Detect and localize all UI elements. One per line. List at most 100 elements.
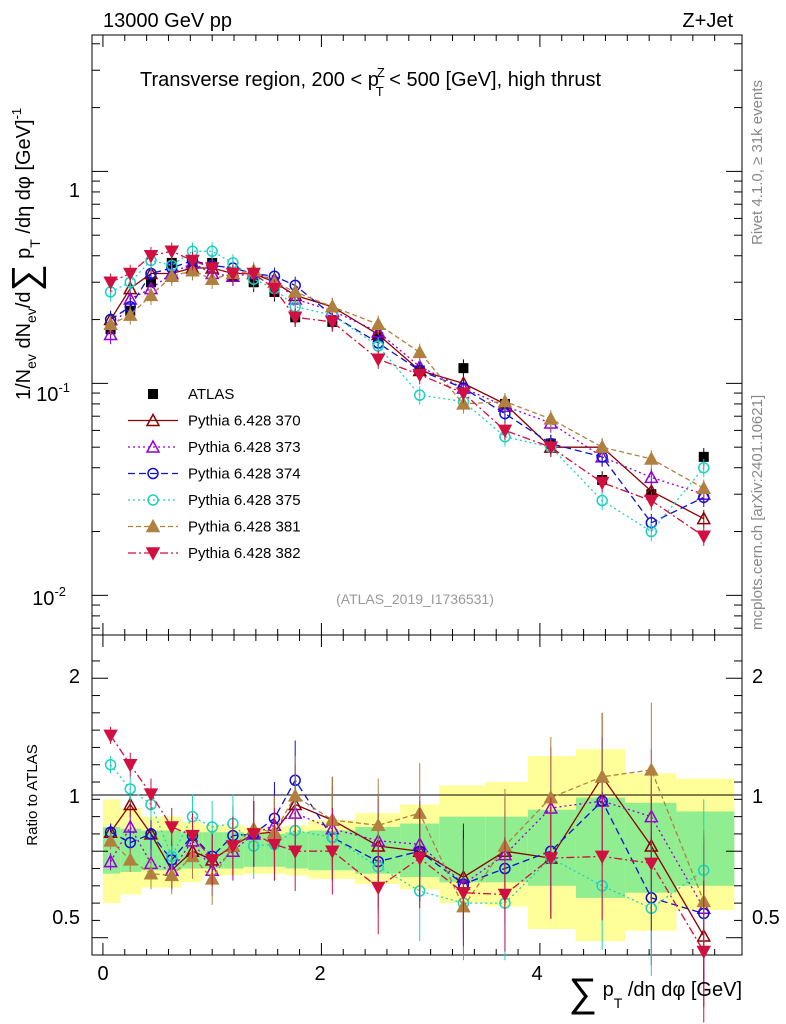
main-y-axis-title: 1/Nev dNev/d∑ pT /dη dφ [GeV]-1 xyxy=(5,108,47,400)
band-inner-bin xyxy=(575,797,626,898)
ratio-point-p382 xyxy=(287,845,303,859)
ratio-point-p381 xyxy=(644,762,659,776)
data-point-p382 xyxy=(103,276,118,290)
main-y-tick-label-0p1: 10-1 xyxy=(36,380,70,406)
legend-marker-p370 xyxy=(145,412,161,427)
legend-marker-data xyxy=(148,389,158,399)
ratio-point-p382 xyxy=(225,840,241,854)
ratio-point-p382 xyxy=(143,788,159,802)
data-point-p382 xyxy=(267,282,282,297)
data-point-p381 xyxy=(204,271,220,285)
data-point-p382 xyxy=(287,311,303,325)
legend-label-p373: Pythia 6.428 373 xyxy=(188,439,301,456)
x-axis-title: ∑ pT /dη dφ [GeV] xyxy=(569,971,742,1015)
data-point-p382 xyxy=(497,424,513,438)
data-point-p382 xyxy=(164,245,180,259)
band-inner-bin xyxy=(141,830,162,871)
data-point-data xyxy=(698,451,709,462)
ratio-y-tick-label-right-1: 1 xyxy=(752,786,763,808)
data-point-p382 xyxy=(246,267,261,282)
legend-label-p382: Pythia 6.428 382 xyxy=(188,545,301,562)
legend-label-p374: Pythia 6.428 374 xyxy=(188,466,301,483)
ratio-point-p374 xyxy=(145,828,157,840)
data-point-p382 xyxy=(456,387,471,401)
legend-marker-p374 xyxy=(147,467,159,480)
data-point-p382 xyxy=(644,494,659,509)
data-point-p381 xyxy=(543,411,559,425)
ratio-point-p382 xyxy=(696,945,712,960)
ratio-point-p382 xyxy=(412,852,427,866)
ratio-y-tick-label-right-2: 2 xyxy=(752,666,763,688)
legend-label-p375: Pythia 6.428 375 xyxy=(188,492,301,509)
data-point-p373 xyxy=(103,326,118,341)
x-tick-label-4: 4 xyxy=(531,963,542,985)
x-tick-label-2: 2 xyxy=(314,963,325,985)
ratio-point-p382 xyxy=(185,829,200,844)
ratio-point-p373 xyxy=(103,854,118,868)
analysis-id-label: (ATLAS_2019_I1736531) xyxy=(336,591,494,607)
legend-marker-p373 xyxy=(145,439,161,453)
data-point-p381 xyxy=(185,263,200,277)
data-point-p382 xyxy=(412,368,427,383)
data-point-p381 xyxy=(644,451,659,465)
ratio-y-tick-label-right-0p5: 0.5 xyxy=(752,907,780,929)
band-inner-bin xyxy=(676,811,735,886)
data-point-p382 xyxy=(122,267,138,282)
data-point-p382 xyxy=(204,262,220,276)
main-plot-series xyxy=(103,242,712,546)
ratio-point-p382 xyxy=(204,854,220,868)
header-collision-label: 13000 GeV pp xyxy=(103,10,232,32)
legend-marker-p382 xyxy=(145,547,161,561)
legend-marker-p381 xyxy=(145,518,161,533)
x-tick-label-0: 0 xyxy=(97,963,108,985)
data-point-p381 xyxy=(122,307,138,321)
ratio-point-p382 xyxy=(325,845,340,859)
ratio-point-p381 xyxy=(594,769,610,783)
data-point-p373 xyxy=(644,469,659,484)
data-point-p375 xyxy=(698,461,710,474)
data-point-p382 xyxy=(325,316,340,330)
mcplots-label: mcplots.cern.ch [arXiv:2401.10621] xyxy=(749,395,766,630)
ratio-point-p370 xyxy=(122,796,138,811)
band-inner-bin xyxy=(625,802,677,893)
ratio-point-p381 xyxy=(164,867,180,882)
data-point-p375 xyxy=(645,525,658,538)
ratio-point-p382 xyxy=(644,857,659,871)
series-line-p373 xyxy=(110,262,704,495)
data-point-p381 xyxy=(325,299,340,313)
rivet-version-label: Rivet 4.1.0, ≥ 31k events xyxy=(749,80,766,245)
data-point-p381 xyxy=(696,480,712,495)
data-point-p381 xyxy=(370,316,386,331)
data-point-p381 xyxy=(103,316,118,331)
data-point-p382 xyxy=(185,254,200,269)
ratio-point-p381 xyxy=(287,788,303,802)
ratio-y-axis-title: Ratio to ATLAS xyxy=(24,744,41,845)
data-point-p370 xyxy=(696,511,712,525)
data-point-p382 xyxy=(143,249,159,264)
data-point-p381 xyxy=(287,284,303,298)
ratio-point-p382 xyxy=(267,838,282,852)
ratio-point-p382 xyxy=(103,729,118,743)
legend: ATLAS Pythia 6.428 370 Pythia 6.428 373 Pyt… xyxy=(128,386,301,562)
header-process-label: Z+Jet xyxy=(682,10,733,32)
ratio-point-p381 xyxy=(122,852,138,866)
data-point-p375 xyxy=(413,389,426,401)
legend-label-data: ATLAS xyxy=(188,386,234,403)
data-point-p381 xyxy=(456,396,471,410)
data-point-p381 xyxy=(497,394,513,408)
data-point-p382 xyxy=(543,441,559,455)
plot-subtitle: Transverse region, 200 < pZ T < 500 [GeV]… xyxy=(140,65,602,99)
data-point-p381 xyxy=(412,344,427,359)
legend-label-p370: Pythia 6.428 370 xyxy=(188,413,301,430)
ratio-point-p381 xyxy=(143,866,159,880)
ratio-plot-series xyxy=(103,702,712,1023)
legend-marker-p375 xyxy=(147,494,159,506)
ratio-point-p382 xyxy=(122,758,138,773)
ratio-point-p382 xyxy=(164,821,180,835)
ratio-point-p382 xyxy=(543,852,559,866)
data-point-p382 xyxy=(594,476,610,491)
data-point-p381 xyxy=(164,268,180,283)
data-point-p382 xyxy=(225,267,241,282)
data-point-p381 xyxy=(594,439,610,453)
